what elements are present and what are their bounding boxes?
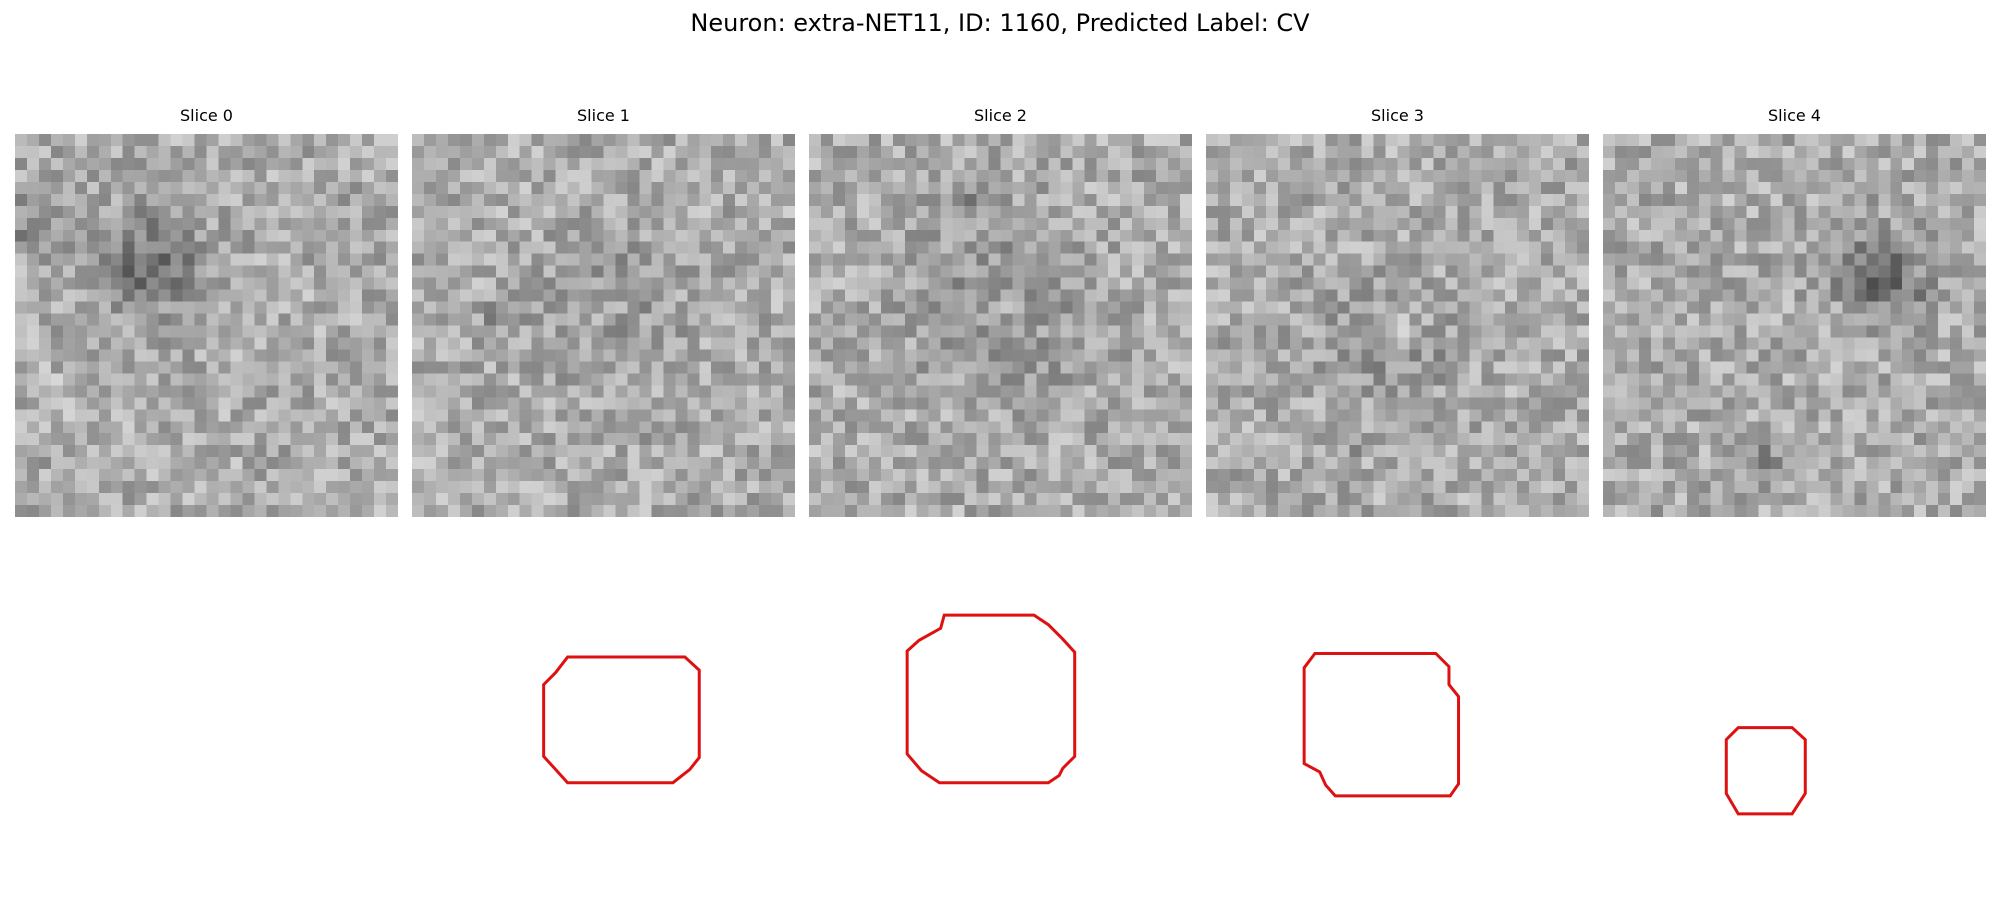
slice-title: Slice 3: [1371, 106, 1424, 125]
roi-contour: [905, 613, 1077, 785]
contour-layer: [905, 613, 1077, 785]
slice-title: Slice 0: [180, 106, 233, 125]
contour-layer: [15, 517, 398, 900]
slice-image: [1603, 134, 1986, 517]
slice-image: [15, 134, 398, 517]
contour-layer: [1302, 651, 1461, 798]
grayscale-patch: [809, 134, 1192, 517]
roi-contour: [1724, 726, 1807, 816]
slice-image: [809, 134, 1192, 517]
grayscale-patch: [412, 134, 795, 517]
slice-panel-2: Slice 2: [809, 106, 1192, 904]
roi-contour: [1302, 651, 1461, 798]
slice-title: Slice 1: [577, 106, 630, 125]
slice-image: [412, 134, 795, 517]
slice-panel-3: Slice 3: [1206, 106, 1589, 904]
slice-title: Slice 2: [974, 106, 1027, 125]
slice-panel-4: Slice 4: [1603, 106, 1986, 904]
slice-panel-0: Slice 0: [15, 106, 398, 904]
slice-image: [1206, 134, 1589, 517]
contour-layer: [1724, 726, 1807, 816]
grayscale-patch: [15, 134, 398, 517]
figure-title: Neuron: extra-NET11, ID: 1160, Predicted…: [690, 9, 1310, 37]
slice-title: Slice 4: [1768, 106, 1821, 125]
roi-contour: [542, 655, 701, 785]
grayscale-patch: [1206, 134, 1589, 517]
contour-layer: [542, 655, 701, 785]
grayscale-patch: [1603, 134, 1986, 517]
slice-panel-1: Slice 1: [412, 106, 795, 904]
